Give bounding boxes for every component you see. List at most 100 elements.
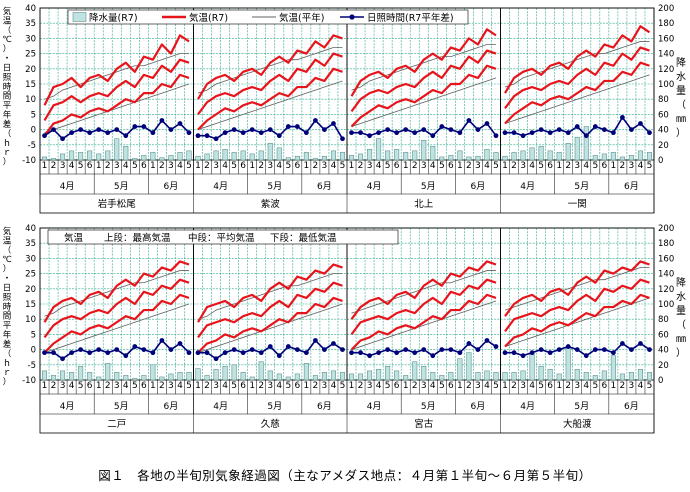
category-label: 1	[502, 161, 508, 171]
left-tick-label: 10	[25, 315, 36, 325]
legends: 降水量(R7) 気温(R7) 気温(平年) 日照時間(R7平年差) 気温 上段：最高気温 中…	[47, 9, 469, 245]
precip-bar	[150, 364, 156, 381]
category-label: 3	[60, 381, 66, 391]
precip-bar	[204, 375, 210, 381]
category-label: 5	[186, 161, 192, 171]
precip-bar	[105, 150, 111, 161]
normal-max-line	[197, 47, 343, 94]
right-tick-label: 200	[658, 224, 674, 234]
category-label: 2	[51, 161, 57, 171]
category-label: 5	[285, 161, 291, 171]
sunshine-point	[114, 347, 120, 352]
category-label: 3	[574, 161, 580, 171]
category-label: 5	[285, 381, 291, 391]
sunshine-point	[276, 353, 282, 359]
sunshine-point	[412, 130, 418, 136]
sunshine-point	[358, 350, 363, 356]
axes: -10-505101520253035400204060801001201401…	[2, 4, 686, 388]
precip-bar	[96, 376, 102, 381]
precip-bar	[168, 373, 174, 381]
category-label: 5	[592, 161, 598, 171]
legend2-avg: 中段：平均気温	[188, 232, 255, 244]
temp-max-line	[350, 28, 497, 97]
sunshine-point	[195, 350, 201, 356]
precip-bar	[556, 373, 562, 381]
category-label: 2	[565, 161, 571, 171]
normal-min-line	[197, 80, 343, 130]
sunshine-point	[520, 353, 526, 359]
month-label: 5月	[421, 181, 436, 192]
precip-bar	[403, 375, 409, 381]
left-axis-label-char: （	[3, 128, 12, 139]
category-label: 2	[105, 161, 111, 171]
normal-min-line	[504, 297, 650, 347]
precip-bar	[637, 150, 643, 161]
sunshine-point	[565, 344, 571, 349]
sunshine-point	[556, 127, 562, 132]
category-label: 4	[123, 161, 129, 171]
precip-bar	[114, 138, 120, 161]
category-label: 6	[547, 161, 553, 171]
sunshine-point	[574, 347, 580, 352]
left-axis-label-char: ｒ	[3, 368, 12, 378]
sunshine-point	[421, 347, 427, 352]
precip-bar	[258, 361, 264, 381]
sunshine-point	[267, 127, 273, 132]
sunshine-point	[493, 344, 499, 349]
temp-avg-line	[350, 278, 497, 336]
precip-bar	[51, 375, 57, 381]
left-tick-label: 25	[25, 270, 36, 280]
sunshine-point	[376, 350, 382, 356]
sunshine-point	[294, 347, 300, 352]
precip-bar	[123, 375, 129, 381]
left-axis-label-char: 間	[3, 312, 12, 322]
precip-bar	[141, 375, 147, 381]
precip-bar	[123, 146, 129, 161]
precip-bar	[610, 152, 616, 161]
category-label: 6	[448, 381, 454, 391]
precip-bar	[177, 152, 183, 161]
sunshine-point	[610, 130, 616, 136]
precip-bar	[249, 376, 255, 381]
left-axis-label-char: 気	[3, 6, 12, 17]
category-label: 3	[574, 381, 580, 391]
legend2-min: 下段：最低気温	[270, 232, 337, 244]
category-label: 5	[493, 161, 499, 171]
category-label: 6	[601, 161, 607, 171]
category-label: 5	[538, 161, 544, 171]
sunshine-point	[367, 353, 372, 359]
precip-bar	[610, 355, 616, 381]
sunshine-point	[240, 350, 246, 356]
category-label: 4	[376, 161, 382, 171]
precip-bar	[42, 156, 48, 161]
category-label: 3	[322, 161, 328, 171]
category-label: 6	[87, 381, 93, 391]
left-tick-label: -10	[22, 156, 36, 166]
precip-bar	[159, 376, 165, 381]
category-label: 1	[304, 161, 310, 171]
category-label: 2	[358, 381, 364, 391]
category-label: 5	[231, 381, 237, 391]
category-label: 2	[258, 161, 264, 171]
precip-bar	[601, 370, 607, 381]
temp-max-line	[197, 34, 343, 100]
precip-bar	[294, 155, 300, 161]
right-tick-label: 20	[658, 141, 669, 151]
normal-max-line	[44, 270, 189, 317]
precip-bar	[258, 150, 264, 161]
category-label: 5	[385, 161, 391, 171]
left-tick-label: 20	[25, 65, 36, 75]
station-name: 岩手松尾	[98, 198, 136, 210]
normal-min-line	[504, 74, 650, 124]
category-label: 1	[96, 381, 102, 391]
sunshine-point	[340, 347, 345, 352]
right-tick-label: 20	[658, 361, 669, 371]
right-axis-label-char: ㎜	[676, 114, 686, 125]
month-label: 5月	[421, 401, 436, 412]
category-label: 4	[583, 381, 589, 391]
precip-bar	[186, 372, 192, 381]
category-label: 4	[638, 161, 644, 171]
temp-min-line	[197, 67, 343, 131]
category-label: 2	[511, 381, 517, 391]
month-label: 4月	[367, 181, 382, 192]
